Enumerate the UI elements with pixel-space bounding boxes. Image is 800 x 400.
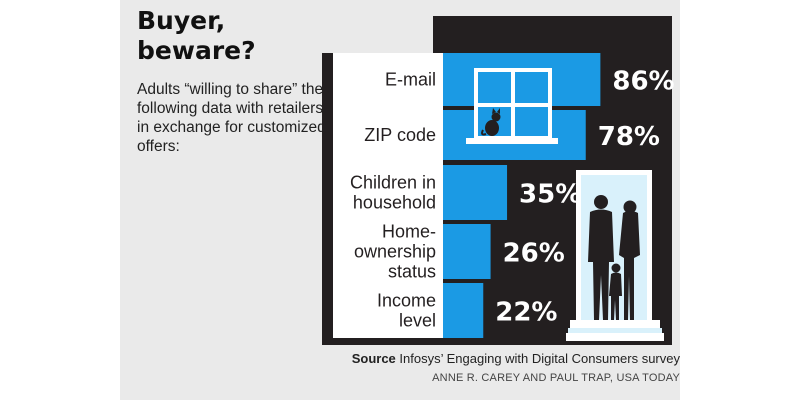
category-label-3-line-2: status [388,262,436,282]
source-note: Source Infosys’ Engaging with Digital Co… [352,351,680,366]
value-label-0: 86% [612,67,674,97]
bar-4 [443,283,484,338]
category-label-2-line-0: Children in [350,173,436,193]
bar-2 [443,165,508,220]
category-label-3-line-1: ownership [354,242,436,262]
cat-icon [481,108,501,136]
bar-3 [443,224,491,279]
source-text: Infosys’ Engaging with Digital Consumers… [395,351,680,366]
category-label-0-line-0: E-mail [385,70,436,90]
category-label-1-line-0: ZIP code [364,125,436,145]
source-label: Source [351,351,396,366]
doorway-illustration [566,170,664,341]
category-label-4-line-0: Income [377,291,436,311]
category-label-4-line-1: level [399,311,436,331]
category-label-3-line-0: Home- [382,222,436,242]
family-silhouette-icon [588,195,640,320]
label-area [333,53,443,338]
value-labels: 86% 78% 35% 26% 22% [495,67,674,328]
value-label-4: 22% [495,298,557,328]
credit-line: ANNE R. CAREY AND PAUL TRAP, USA TODAY [432,372,680,384]
chart-subtitle: Adults “willing to share” the following … [137,81,326,155]
value-label-1: 78% [598,122,660,152]
category-label-2-line-1: household [353,193,436,213]
value-label-3: 26% [503,239,565,269]
chart-title: Buyer, beware? [137,6,256,65]
value-label-2: 35% [519,180,581,210]
window-illustration [466,68,558,144]
